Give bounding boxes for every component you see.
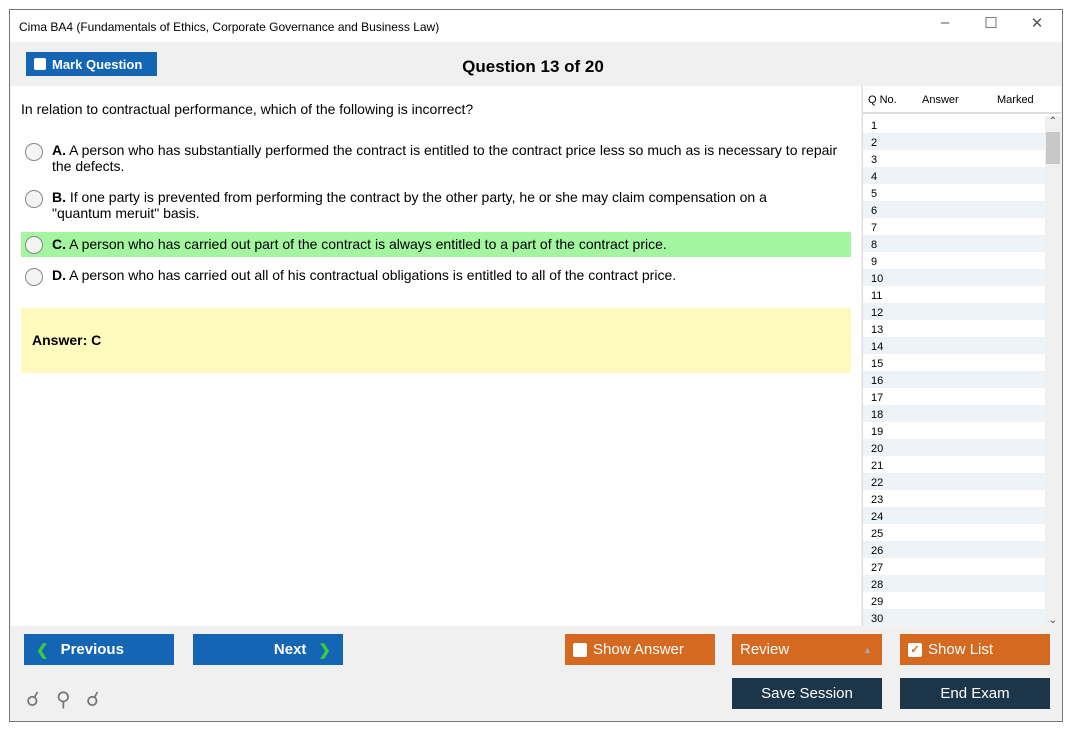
list-row[interactable]: 28 — [863, 575, 1045, 592]
list-row[interactable]: 25 — [871, 528, 884, 540]
scroll-down-icon[interactable]: ⌄ — [1048, 615, 1058, 626]
radio-icon[interactable] — [25, 143, 43, 161]
scroll-up-icon[interactable]: ⌃ — [1048, 116, 1058, 127]
review-label: Review — [740, 641, 790, 658]
option-text: A person who has carried out part of the… — [69, 236, 667, 252]
option-d[interactable]: D. A person who has carried out all of h… — [21, 267, 851, 286]
option-letter: A. — [52, 142, 66, 158]
list-row[interactable]: 18 — [863, 405, 1045, 422]
list-row[interactable]: 6 — [863, 201, 1045, 218]
list-row[interactable]: 29 — [871, 596, 884, 608]
question-text: In relation to contractual performance, … — [21, 101, 474, 117]
list-row[interactable]: 17 — [871, 392, 884, 404]
list-row[interactable]: 4 — [863, 167, 1045, 184]
option-b[interactable]: B. If one party is prevented from perfor… — [21, 189, 851, 221]
checkbox-icon[interactable] — [573, 642, 587, 657]
checkbox-checked-icon[interactable]: ✓ — [908, 642, 922, 657]
option-text: A person who has carried out all of his … — [69, 267, 677, 283]
list-row[interactable]: 30 — [863, 609, 1045, 626]
window-title: Cima BA4 (Fundamentals of Ethics, Corpor… — [19, 20, 440, 34]
list-row[interactable]: 21 — [871, 460, 884, 472]
list-row[interactable]: 24 — [863, 507, 1045, 524]
show-answer-label: Show Answer — [593, 641, 684, 658]
list-row[interactable]: 13 — [871, 324, 884, 336]
title-bar: Cima BA4 (Fundamentals of Ethics, Corpor… — [10, 10, 1062, 42]
show-answer-button[interactable]: Show Answer — [565, 634, 715, 665]
maximize-icon[interactable]: ☐ — [984, 15, 998, 32]
list-row[interactable]: 26 — [863, 541, 1045, 558]
list-row[interactable]: 23 — [871, 494, 884, 506]
list-row[interactable]: 3 — [871, 154, 878, 166]
caret-up-icon: ▲ — [863, 644, 872, 655]
question-counter: Question 13 of 20 — [462, 57, 604, 76]
radio-icon[interactable] — [25, 268, 43, 286]
list-row[interactable]: 2 — [863, 133, 1045, 150]
scrollbar[interactable]: ⌃ ⌄ — [1045, 116, 1061, 626]
list-row[interactable]: 7 — [871, 222, 878, 234]
app-window: Cima BA4 (Fundamentals of Ethics, Corpor… — [9, 9, 1063, 722]
list-row[interactable]: 22 — [863, 473, 1045, 490]
option-letter: C. — [52, 236, 66, 252]
scroll-thumb[interactable] — [1046, 132, 1060, 164]
header-qno: Q No. — [868, 94, 897, 106]
chevron-right-icon: ❯ — [318, 641, 331, 659]
list-row[interactable]: 16 — [863, 371, 1045, 388]
list-row[interactable]: 8 — [863, 235, 1045, 252]
list-row[interactable]: 19 — [871, 426, 884, 438]
option-text: A person who has substantially performed… — [52, 142, 838, 174]
review-dropdown[interactable]: Review ▲ — [732, 634, 882, 665]
header-answer: Answer — [922, 94, 959, 106]
list-row[interactable]: 20 — [863, 439, 1045, 456]
list-row[interactable]: 12 — [863, 303, 1045, 320]
list-row[interactable]: 5 — [871, 188, 878, 200]
option-a[interactable]: A. A person who has substantially perfor… — [21, 142, 851, 174]
end-exam-button[interactable]: End Exam — [900, 678, 1050, 709]
zoom-out-icon[interactable]: ☌ — [86, 689, 100, 711]
show-list-label: Show List — [928, 641, 994, 658]
next-button[interactable]: Next ❯ — [193, 634, 343, 665]
list-row[interactable]: 10 — [863, 269, 1045, 286]
previous-button[interactable]: ❮ Previous — [24, 634, 174, 665]
zoom-in-icon[interactable]: ☌ — [26, 689, 40, 711]
radio-icon[interactable] — [25, 236, 43, 254]
list-row[interactable]: 27 — [871, 562, 884, 574]
mark-question-button[interactable]: Mark Question — [26, 52, 157, 76]
option-c[interactable]: C. A person who has carried out part of … — [21, 232, 851, 257]
list-row[interactable]: 11 — [871, 290, 883, 302]
mark-label: Mark Question — [52, 56, 143, 72]
show-list-button[interactable]: ✓ Show List — [900, 634, 1050, 665]
minimize-icon[interactable]: – — [940, 14, 950, 31]
header-marked: Marked — [997, 94, 1034, 106]
list-row[interactable]: 9 — [871, 256, 878, 268]
list-rows: 1 2 3 4 5 6 7 8 9 10 11 12 13 14 15 16 17 18 19 20 21 22 23 24 2… — [863, 116, 1045, 626]
list-row[interactable]: 15 — [871, 358, 884, 370]
checkbox-icon[interactable] — [34, 58, 46, 70]
next-label: Next — [273, 641, 307, 658]
list-row[interactable]: 1 — [871, 120, 878, 132]
question-panel: In relation to contractual performance, … — [11, 86, 861, 626]
list-row[interactable]: 14 — [863, 337, 1045, 354]
option-letter: B. — [52, 189, 66, 205]
previous-label: Previous — [60, 641, 124, 658]
chevron-left-icon: ❮ — [36, 641, 49, 659]
save-session-button[interactable]: Save Session — [732, 678, 882, 709]
radio-icon[interactable] — [25, 190, 43, 208]
option-text: If one party is prevented from performin… — [52, 189, 767, 221]
question-list: Q No. Answer Marked 1 2 3 4 5 6 7 8 9 10 11 12 13 14 1… — [862, 86, 1061, 626]
zoom-reset-icon[interactable]: ⚲ — [56, 689, 71, 711]
close-icon[interactable]: ✕ — [1030, 15, 1044, 32]
list-header: Q No. Answer Marked — [863, 86, 1061, 114]
option-letter: D. — [52, 267, 66, 283]
answer-box: Answer: C — [21, 308, 851, 373]
